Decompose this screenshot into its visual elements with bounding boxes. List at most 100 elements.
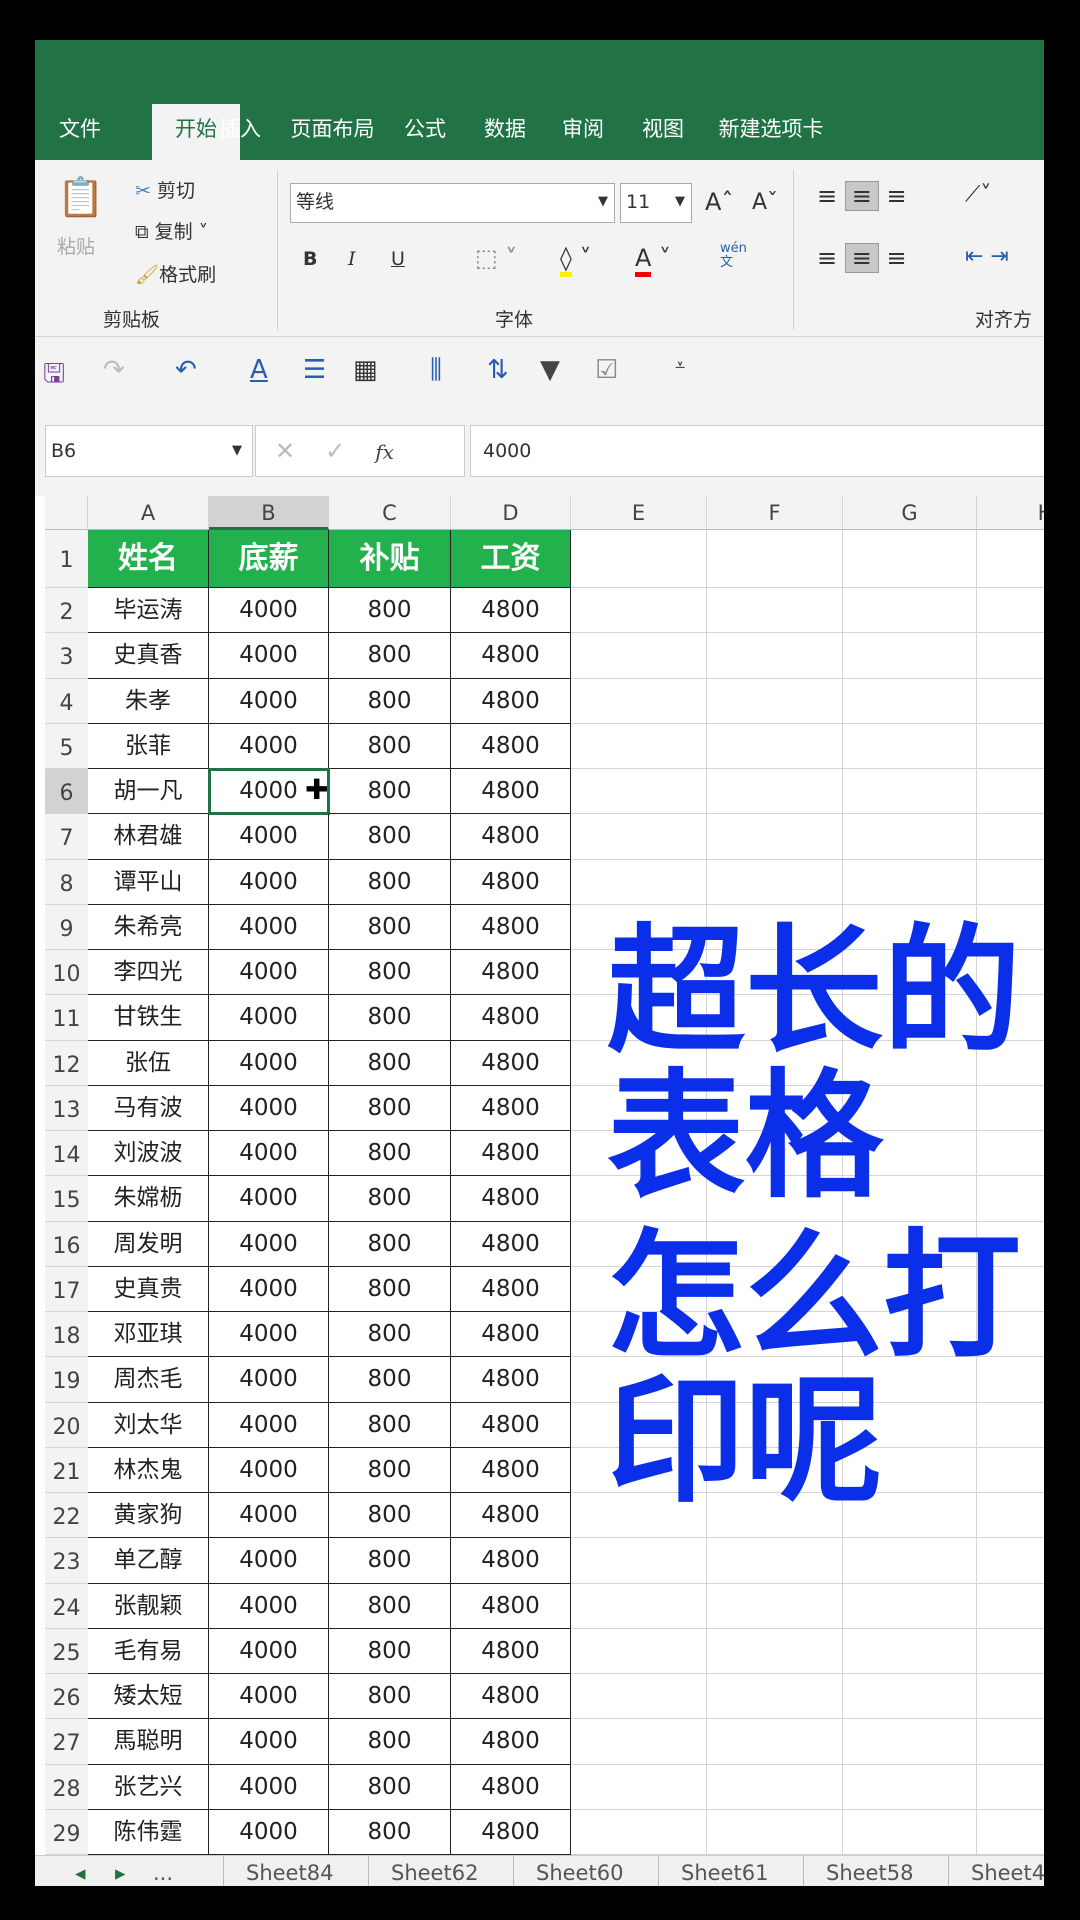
cell[interactable] — [843, 859, 977, 905]
cell[interactable]: 800 — [329, 1809, 451, 1855]
cell[interactable] — [707, 1628, 843, 1674]
cell[interactable]: 马有波 — [88, 1085, 209, 1131]
cell[interactable]: 4800 — [451, 633, 571, 679]
cell[interactable] — [571, 633, 707, 679]
cell[interactable]: 4800 — [451, 1402, 571, 1448]
cell[interactable]: 4000 — [209, 859, 329, 905]
cell[interactable] — [977, 1041, 1044, 1086]
cell[interactable] — [843, 1764, 977, 1810]
row-header[interactable]: 17 — [45, 1266, 88, 1312]
cell[interactable]: 800 — [329, 1131, 451, 1177]
row-header[interactable]: 9 — [45, 904, 88, 950]
cell[interactable] — [843, 678, 977, 724]
cell[interactable] — [977, 1312, 1044, 1358]
sheet-tab[interactable]: Sheet84 — [223, 1856, 355, 1886]
sheet-tab[interactable]: Sheet60 — [513, 1856, 645, 1886]
cell[interactable] — [571, 1040, 707, 1086]
row-header[interactable]: 21 — [45, 1447, 88, 1493]
cell[interactable]: 4000 — [209, 1764, 329, 1810]
cell[interactable] — [843, 1176, 977, 1222]
cell[interactable] — [843, 995, 977, 1041]
cell[interactable]: 800 — [329, 1764, 451, 1810]
cell[interactable]: 4800 — [451, 588, 571, 634]
cell[interactable]: 4000 — [209, 678, 329, 724]
cell[interactable]: 800 — [329, 588, 451, 634]
cell[interactable] — [977, 1674, 1044, 1720]
cell[interactable] — [843, 1628, 977, 1674]
cell[interactable] — [571, 1085, 707, 1131]
cell[interactable] — [977, 1629, 1044, 1674]
cell[interactable] — [571, 904, 707, 950]
cell[interactable] — [977, 1584, 1044, 1629]
cell[interactable]: 4000 — [209, 1809, 329, 1855]
font-size-select[interactable]: 11 ▼ — [620, 183, 692, 223]
cell[interactable]: 4800 — [451, 1312, 571, 1358]
cell[interactable] — [571, 1583, 707, 1629]
cell[interactable] — [843, 1402, 977, 1448]
redo-icon[interactable]: ↷ — [103, 355, 125, 385]
cell[interactable] — [571, 1538, 707, 1584]
row-header[interactable]: 4 — [45, 678, 88, 724]
cell[interactable] — [571, 1221, 707, 1267]
row-header[interactable]: 23 — [45, 1538, 88, 1584]
cell[interactable] — [571, 1764, 707, 1810]
column-header-A[interactable]: A — [88, 496, 209, 530]
cell[interactable] — [843, 950, 977, 996]
sheet-tab[interactable]: Sheet61 — [658, 1856, 790, 1886]
cell[interactable] — [843, 1131, 977, 1177]
cell[interactable] — [571, 814, 707, 860]
cell[interactable]: 黄家狗 — [88, 1493, 209, 1539]
row-header[interactable]: 13 — [45, 1085, 88, 1131]
cell[interactable] — [977, 1719, 1044, 1765]
cell[interactable]: 800 — [329, 1583, 451, 1629]
cell[interactable]: 4800 — [451, 1266, 571, 1312]
cell[interactable]: 800 — [329, 1493, 451, 1539]
row-header[interactable]: 29 — [45, 1809, 88, 1855]
select-all-corner[interactable] — [45, 496, 88, 530]
align-center-icon[interactable]: ≡ ≡ ≡ — [817, 243, 907, 273]
cell[interactable]: 4000 — [209, 814, 329, 860]
cell[interactable] — [977, 588, 1044, 634]
cell[interactable] — [843, 723, 977, 769]
cell[interactable] — [843, 1719, 977, 1765]
cell[interactable] — [843, 1447, 977, 1493]
cell[interactable] — [977, 905, 1044, 950]
more-sheets-button[interactable]: ... — [153, 1861, 174, 1885]
cell[interactable]: 4000 — [209, 1357, 329, 1403]
row-header[interactable]: 24 — [45, 1583, 88, 1629]
cell[interactable]: 800 — [329, 769, 451, 815]
cell[interactable] — [707, 1131, 843, 1177]
cell[interactable] — [977, 1357, 1044, 1403]
cell[interactable] — [707, 1402, 843, 1448]
next-sheet-icon[interactable]: ▸ — [115, 1861, 126, 1885]
cell[interactable] — [707, 1447, 843, 1493]
cell[interactable]: 4800 — [451, 1040, 571, 1086]
cell[interactable] — [571, 1131, 707, 1177]
cell[interactable] — [977, 530, 1044, 588]
formula-input[interactable]: 4000 — [470, 425, 1044, 477]
cell[interactable] — [977, 769, 1044, 815]
cell[interactable] — [707, 1040, 843, 1086]
cell[interactable] — [843, 1040, 977, 1086]
cell[interactable] — [977, 1222, 1044, 1267]
cell[interactable]: 4000 — [209, 1583, 329, 1629]
cell[interactable] — [707, 950, 843, 996]
column-header-D[interactable]: D — [451, 496, 571, 530]
cell[interactable]: 林杰鬼 — [88, 1447, 209, 1493]
cell[interactable]: 4000 — [209, 1085, 329, 1131]
cell[interactable] — [707, 723, 843, 769]
cell[interactable] — [707, 995, 843, 1041]
cell[interactable] — [571, 995, 707, 1041]
cell[interactable]: 张靓颖 — [88, 1583, 209, 1629]
cell[interactable]: 张艺兴 — [88, 1764, 209, 1810]
cell[interactable]: 800 — [329, 859, 451, 905]
cell[interactable] — [977, 1131, 1044, 1177]
cell[interactable]: 4000 — [209, 1221, 329, 1267]
cell[interactable]: 毕运涛 — [88, 588, 209, 634]
active-cell[interactable]: 4000 — [208, 767, 330, 816]
bold-button[interactable]: B — [303, 248, 318, 270]
cell[interactable]: 800 — [329, 1447, 451, 1493]
row-icon[interactable]: ☰ — [303, 355, 327, 385]
cell[interactable]: 800 — [329, 1357, 451, 1403]
cell[interactable] — [707, 1674, 843, 1720]
